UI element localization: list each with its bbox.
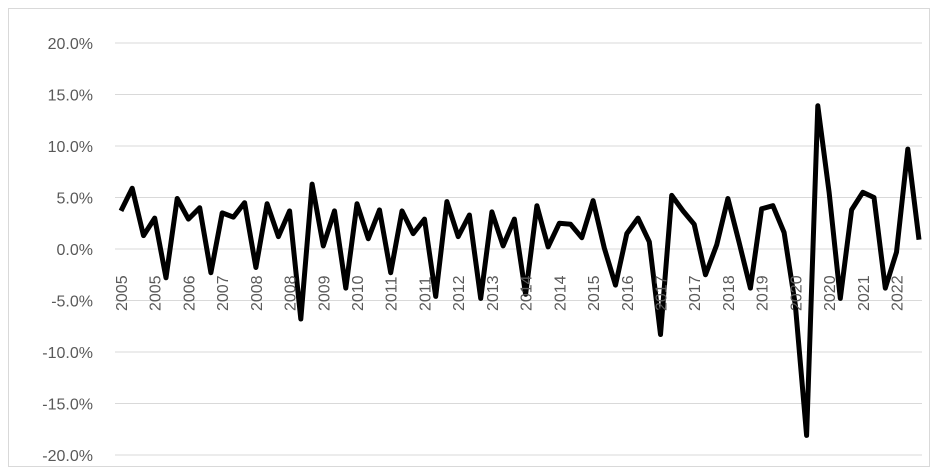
x-tick-label: 2016 — [620, 275, 637, 311]
x-tick-label: 2007 — [215, 275, 232, 311]
x-tick-label: 2012 — [451, 275, 468, 311]
y-tick-label: -5.0% — [51, 294, 93, 311]
y-tick-label: -20.0% — [42, 448, 93, 465]
gridlines — [115, 42, 922, 456]
y-axis-labels: 20.0% 15.0% 10.0% 5.0% 0.0% -5.0% -10.0% -15.0%… — [42, 36, 93, 465]
x-axis-labels: 2005 2005 2006 2007 2008 2008 2009 2010 2011 2011… — [114, 275, 907, 311]
x-tick-label: 2011 — [417, 276, 434, 311]
x-tick-label: 2018 — [721, 275, 738, 311]
x-tick-label: 2020 — [788, 275, 805, 311]
x-tick-label: 2014 — [519, 275, 536, 311]
y-tick-label: 10.0% — [48, 139, 93, 156]
x-tick-label: 2020 — [822, 275, 839, 311]
x-tick-label: 2017 — [687, 275, 704, 311]
y-tick-label: -15.0% — [42, 397, 93, 414]
y-tick-label: 15.0% — [48, 88, 93, 105]
x-tick-label: 2013 — [485, 275, 502, 311]
x-tick-label: 2022 — [890, 275, 907, 311]
x-tick-label: 2021 — [856, 275, 873, 311]
series-layer — [118, 103, 922, 438]
y-tick-label: -10.0% — [42, 345, 93, 362]
x-tick-label: 2015 — [586, 275, 603, 311]
x-tick-label: 2019 — [755, 275, 772, 311]
series-line — [118, 103, 922, 438]
x-tick-label: 2005 — [114, 275, 131, 311]
y-tick-label: 20.0% — [48, 36, 93, 53]
x-tick-label: 2008 — [283, 275, 300, 311]
chart-frame — [8, 8, 930, 467]
x-tick-label: 2014 — [552, 275, 569, 311]
x-tick-label: 2009 — [316, 275, 333, 311]
x-tick-label: 2011 — [384, 276, 401, 311]
x-tick-label: 2008 — [249, 275, 266, 311]
x-tick-label: 2006 — [181, 275, 198, 311]
x-tick-label: 2010 — [350, 275, 367, 311]
y-tick-label: 0.0% — [57, 242, 93, 259]
y-tick-label: 5.0% — [57, 191, 93, 208]
x-tick-label: 2005 — [148, 275, 165, 311]
x-tick-label: 2017 — [653, 275, 670, 311]
